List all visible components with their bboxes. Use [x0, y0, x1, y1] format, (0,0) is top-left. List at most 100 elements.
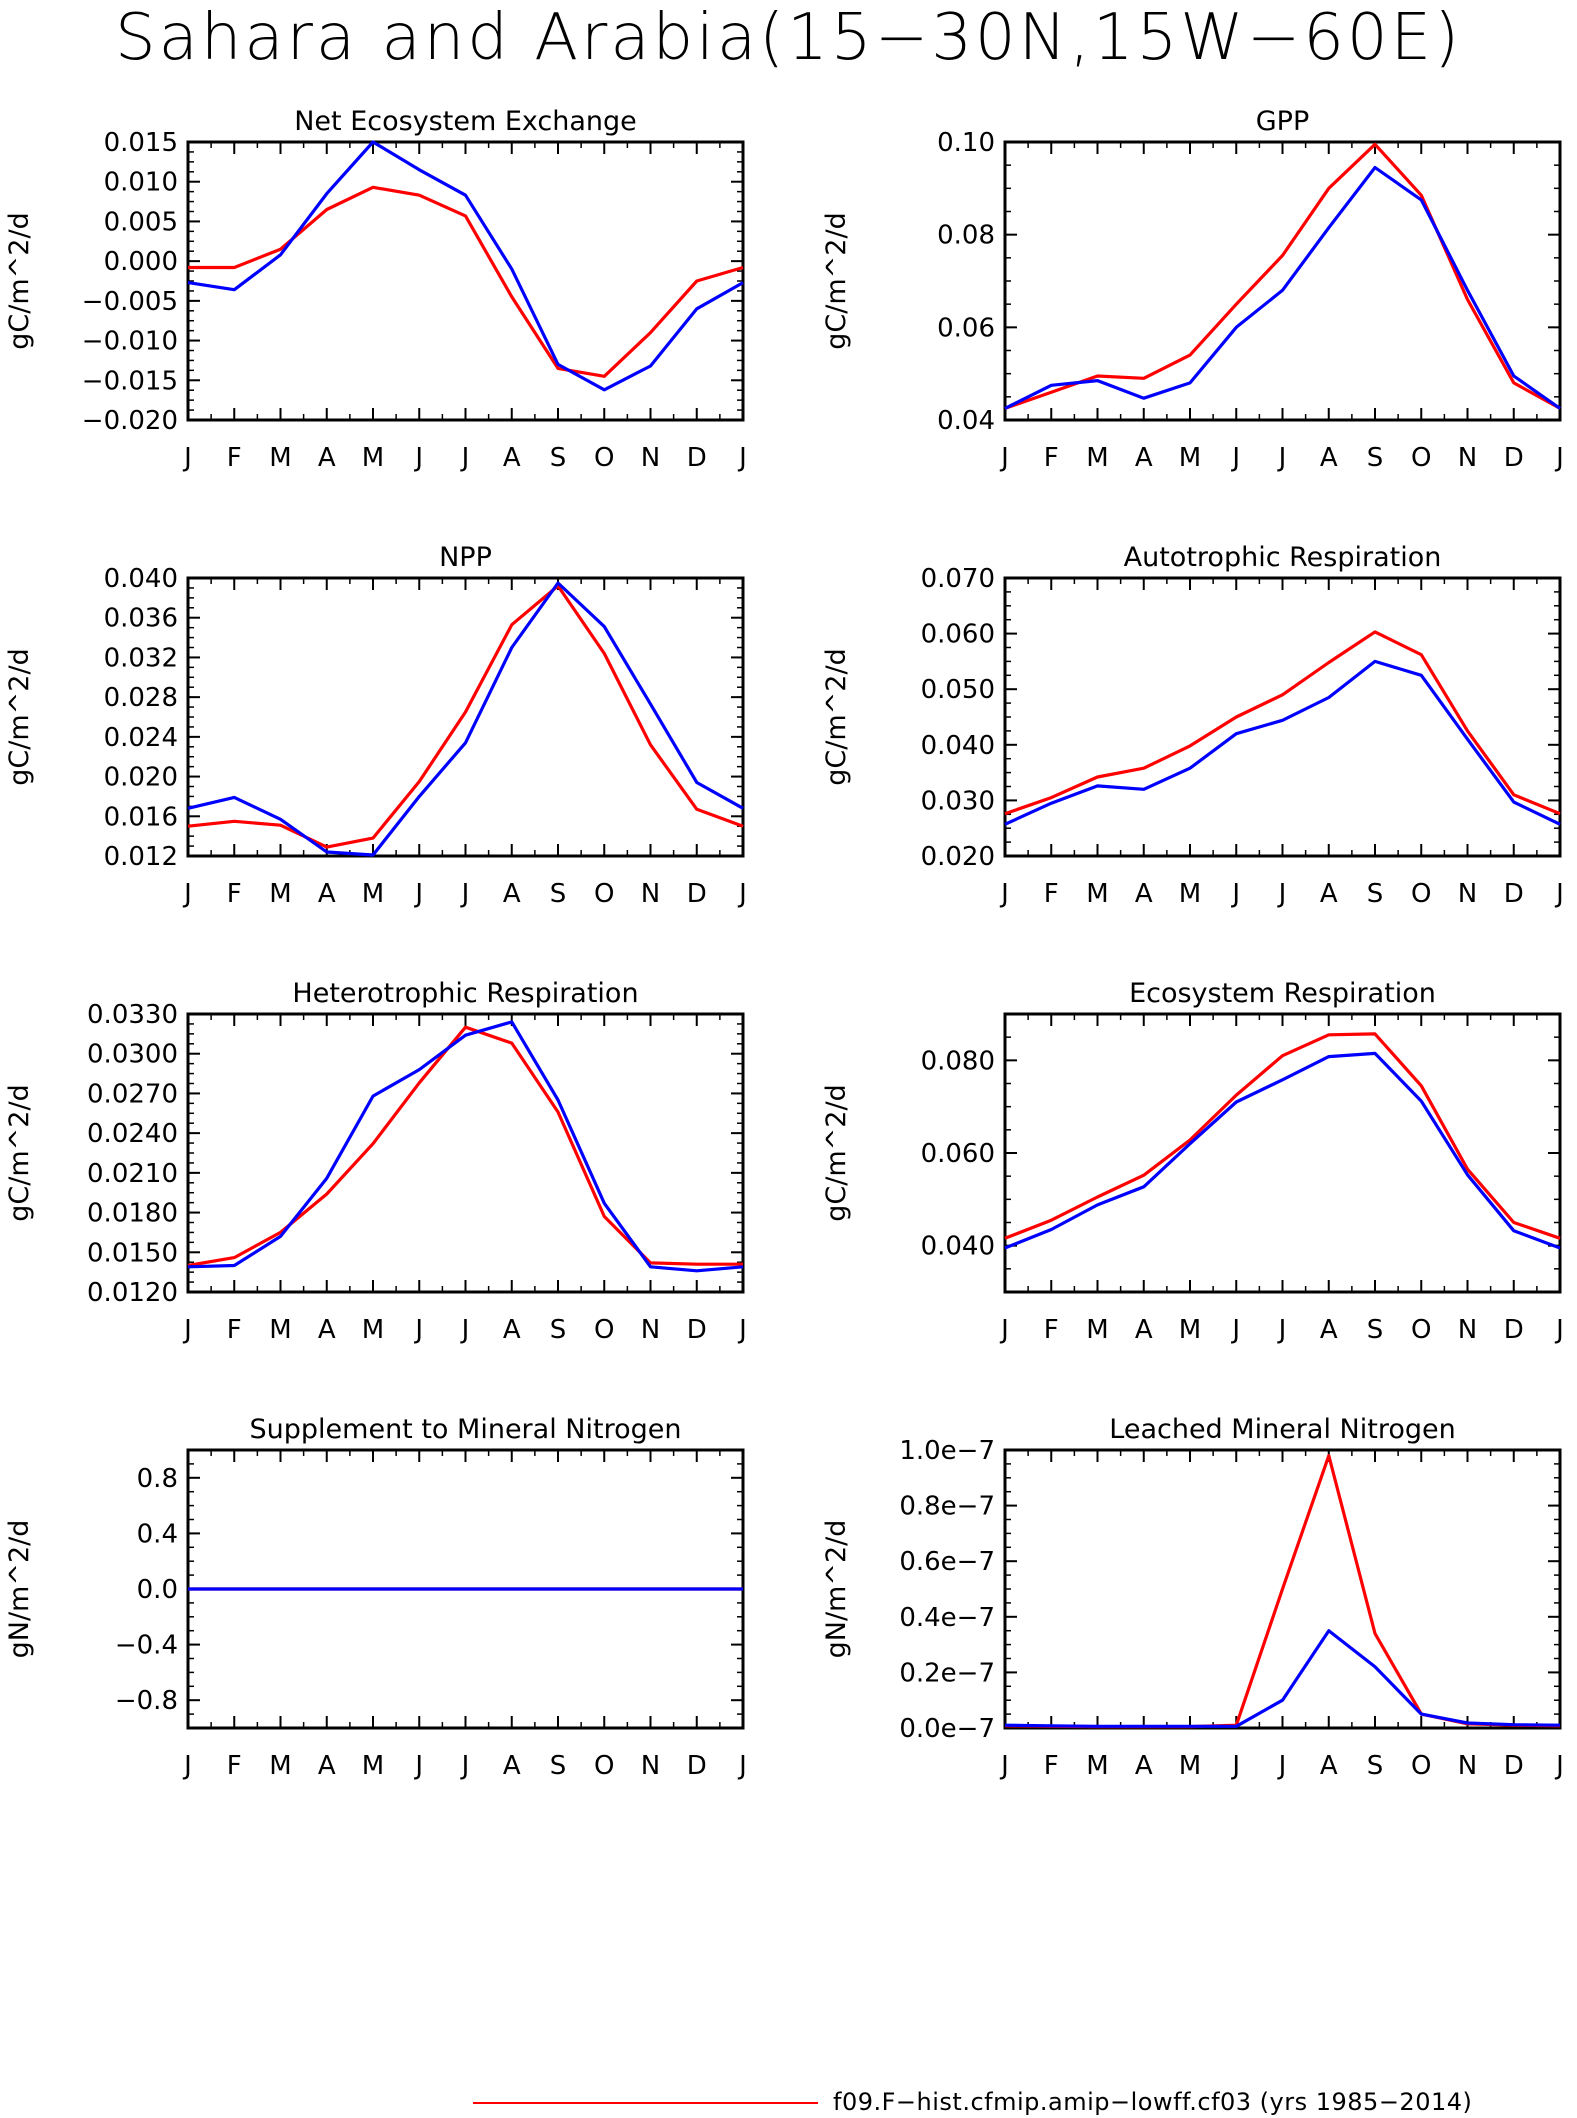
x-tick-label: A: [1135, 443, 1153, 473]
x-tick-label: J: [1554, 1751, 1564, 1781]
y-tick-label: 1.0e−7: [899, 1436, 995, 1466]
x-tick-label: A: [1135, 879, 1153, 909]
plot-frame: [186, 140, 745, 422]
y-tick-label: 0.012: [104, 842, 178, 872]
x-tick-label: A: [1320, 443, 1338, 473]
legend-label-run1: f09.F−hist.cfmip.amip−lowff.cf03 (yrs 19…: [833, 2088, 1473, 2116]
series-line-2: [187, 581, 744, 857]
x-tick-label: D: [1504, 879, 1524, 909]
x-tick-label: O: [594, 1751, 614, 1781]
x-tick-label: J: [1230, 1751, 1240, 1781]
x-tick-label: M: [1086, 879, 1108, 909]
panel-title: Ecosystem Respiration: [1129, 978, 1436, 1009]
y-tick-label: 0.08: [937, 221, 995, 251]
y-axis-label: gC/m^2/d: [821, 1084, 852, 1221]
series-line-1: [1004, 1453, 1561, 1729]
x-tick-label: F: [1044, 1315, 1059, 1345]
y-tick-label: 0.0270: [87, 1079, 178, 1109]
y-tick-label: 0.0240: [87, 1119, 178, 1149]
x-tick-label: N: [641, 1751, 660, 1781]
x-tick-label: M: [269, 879, 291, 909]
x-tick-label: A: [503, 879, 521, 909]
y-tick-label: 0.6e−7: [899, 1547, 995, 1577]
panel-title: Net Ecosystem Exchange: [294, 106, 637, 137]
x-tick-label: A: [1320, 1751, 1338, 1781]
series-line-2: [187, 1020, 744, 1273]
x-tick-label: M: [1179, 1751, 1201, 1781]
x-tick-label: O: [1411, 1315, 1431, 1345]
y-tick-label: 0.4e−7: [899, 1603, 995, 1633]
x-tick-label: F: [1044, 879, 1059, 909]
x-tick-label: J: [460, 443, 470, 473]
x-tick-label: J: [182, 879, 192, 909]
x-tick-label: J: [413, 1315, 423, 1345]
x-tick-label: N: [1458, 443, 1477, 473]
y-tick-label: 0.040: [921, 731, 995, 761]
x-tick-label: A: [318, 1315, 336, 1345]
x-tick-label: M: [362, 879, 384, 909]
x-tick-label: J: [999, 443, 1009, 473]
x-tick-label: S: [1367, 1751, 1384, 1781]
panel-title: Autotrophic Respiration: [1124, 542, 1442, 573]
x-tick-label: F: [227, 1315, 242, 1345]
x-tick-label: S: [550, 879, 567, 909]
x-tick-label: A: [1320, 879, 1338, 909]
x-tick-label: J: [460, 1315, 470, 1345]
x-tick-label: S: [1367, 443, 1384, 473]
x-tick-label: J: [413, 1751, 423, 1781]
x-tick-label: O: [594, 1315, 614, 1345]
series-line-2: [1004, 1051, 1561, 1250]
x-tick-label: M: [269, 1315, 291, 1345]
x-tick-label: M: [1179, 1315, 1201, 1345]
x-tick-label: J: [1554, 1315, 1564, 1345]
x-tick-label: J: [1554, 443, 1564, 473]
x-tick-label: J: [1277, 1315, 1287, 1345]
y-tick-label: 0.015: [104, 128, 178, 158]
y-axis-label: gN/m^2/d: [4, 1520, 35, 1659]
x-tick-label: N: [1458, 1751, 1477, 1781]
x-tick-label: D: [1504, 443, 1524, 473]
x-tick-label: D: [1504, 1751, 1524, 1781]
x-tick-label: J: [999, 1751, 1009, 1781]
y-tick-label: 0.10: [937, 128, 995, 158]
y-tick-label: 0.0300: [87, 1040, 178, 1070]
y-tick-label: 0.060: [921, 620, 995, 650]
x-tick-label: S: [1367, 879, 1384, 909]
x-tick-label: J: [182, 1315, 192, 1345]
x-tick-label: J: [182, 443, 192, 473]
x-tick-label: J: [737, 443, 747, 473]
x-tick-label: F: [227, 443, 242, 473]
y-tick-label: 0.016: [104, 802, 178, 832]
x-tick-label: J: [737, 879, 747, 909]
x-tick-label: J: [1277, 443, 1287, 473]
y-tick-label: 0.04: [937, 406, 995, 436]
panel-7: Supplement to Mineral Nitrogen gN/m^2/d J F…: [4, 1414, 747, 1781]
x-tick-label: N: [641, 879, 660, 909]
y-tick-label: 0.0210: [87, 1159, 178, 1189]
y-tick-label: 0.0120: [87, 1278, 178, 1308]
x-tick-label: A: [503, 1315, 521, 1345]
x-tick-label: M: [1086, 443, 1108, 473]
x-tick-label: O: [594, 879, 614, 909]
series-line-1: [1004, 630, 1561, 816]
x-tick-label: J: [999, 879, 1009, 909]
x-tick-label: J: [413, 443, 423, 473]
y-tick-label: 0.040: [921, 1232, 995, 1262]
y-tick-label: −0.4: [115, 1631, 178, 1661]
x-tick-label: M: [1179, 879, 1201, 909]
y-tick-label: 0.050: [921, 675, 995, 705]
x-tick-label: A: [318, 1751, 336, 1781]
y-axis-label: gC/m^2/d: [4, 648, 35, 785]
y-tick-label: 0.0330: [87, 1000, 178, 1030]
x-tick-label: J: [1230, 443, 1240, 473]
y-axis-label: gN/m^2/d: [821, 1520, 852, 1659]
y-axis-label: gC/m^2/d: [821, 648, 852, 785]
panel-title: Leached Mineral Nitrogen: [1109, 1414, 1455, 1445]
y-tick-label: 0.040: [104, 564, 178, 594]
series-line-1: [1004, 142, 1561, 410]
x-tick-label: F: [227, 1751, 242, 1781]
